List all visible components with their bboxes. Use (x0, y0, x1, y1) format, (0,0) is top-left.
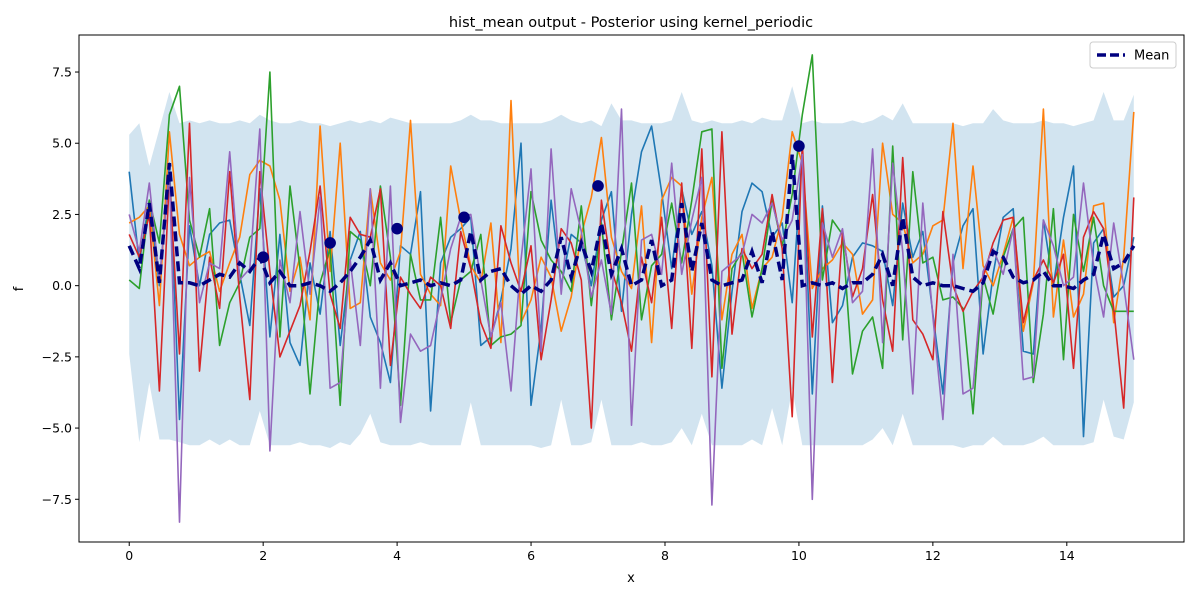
sample-line-2 (128, 99, 1135, 344)
observation-point (257, 251, 269, 263)
observation-point (391, 222, 403, 235)
observation-point (793, 140, 805, 152)
x-tick-label: 12 (925, 548, 941, 563)
y-tick-label: −5.0 (42, 421, 72, 436)
y-tick-label: 0.0 (52, 278, 72, 293)
chart-title: hist_mean output - Posterior using kerne… (449, 15, 813, 31)
y-tick-label: −7.5 (42, 492, 72, 507)
sample-lines (128, 54, 1135, 523)
x-tick-label: 0 (125, 548, 133, 563)
observation-point (324, 237, 336, 249)
legend: Mean (1089, 41, 1177, 69)
sample-line-5 (128, 108, 1135, 523)
y-tick-label: 5.0 (52, 136, 72, 151)
y-axis: −7.5 −5.0 −2.5 0.0 2.5 5.0 7.5 (42, 65, 79, 507)
observation-point (592, 180, 604, 192)
plot-frame (78, 34, 1185, 543)
plot-area (127, 54, 1136, 523)
x-tick-label: 8 (661, 548, 669, 563)
x-tick-label: 4 (393, 548, 401, 563)
x-tick-label: 14 (1059, 548, 1075, 563)
legend-box (1089, 41, 1177, 69)
y-tick-label: 2.5 (52, 207, 72, 222)
x-axis: 0 2 4 6 8 10 12 14 (125, 542, 1075, 563)
y-axis-label: f (12, 286, 27, 291)
x-tick-label: 2 (259, 548, 267, 563)
observation-points (257, 140, 805, 263)
x-tick-label: 6 (527, 548, 535, 563)
y-tick-label: 7.5 (52, 65, 72, 80)
sample-line-1 (128, 125, 1135, 438)
x-axis-label: x (627, 571, 635, 586)
observation-point (458, 211, 470, 224)
legend-mean-label: Mean (1134, 49, 1169, 64)
x-tick-label: 10 (791, 548, 807, 563)
sample-line-4 (128, 122, 1135, 429)
y-tick-label: −2.5 (42, 349, 72, 364)
